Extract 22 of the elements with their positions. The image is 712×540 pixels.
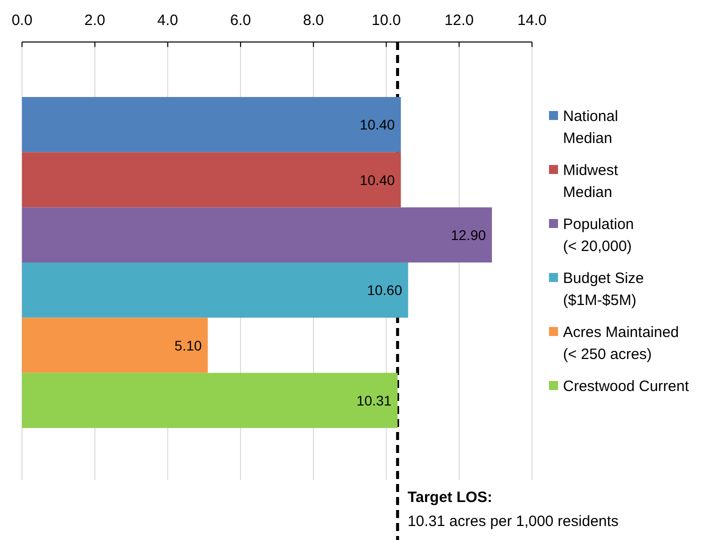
legend-label: Crestwood Current bbox=[563, 378, 690, 395]
data-label: 10.40 bbox=[360, 116, 396, 133]
x-tick-label: 0.0 bbox=[12, 12, 32, 29]
x-tick-label: 2.0 bbox=[84, 12, 106, 29]
x-tick-label: 12.0 bbox=[444, 12, 474, 29]
x-tick-label: 10.0 bbox=[372, 12, 401, 29]
ref-line-label: Target LOS: bbox=[408, 489, 492, 506]
legend-label: National Median bbox=[563, 108, 618, 147]
x-tick-label: 8.0 bbox=[303, 12, 324, 29]
legend-label: Population (< 20,000) bbox=[563, 216, 634, 255]
legend-label: Acres Maintained (< 250 acres) bbox=[563, 324, 679, 363]
data-label: 12.90 bbox=[450, 226, 486, 243]
x-tick-label: 14.0 bbox=[517, 12, 547, 29]
text: 10.31 acres per 1,000 residents bbox=[408, 513, 619, 530]
data-label: 10.31 bbox=[356, 392, 392, 408]
data-label: 5.10 bbox=[174, 337, 202, 354]
x-tick-label: 4.0 bbox=[157, 12, 178, 29]
x-tick-label: 6.0 bbox=[230, 12, 251, 29]
data-label: 10.40 bbox=[360, 172, 396, 188]
legend-label: Midwest Median bbox=[563, 162, 619, 201]
legend-label: Budget Size ($1M-$5M) bbox=[563, 270, 644, 309]
data-label: 10.60 bbox=[367, 282, 402, 298]
